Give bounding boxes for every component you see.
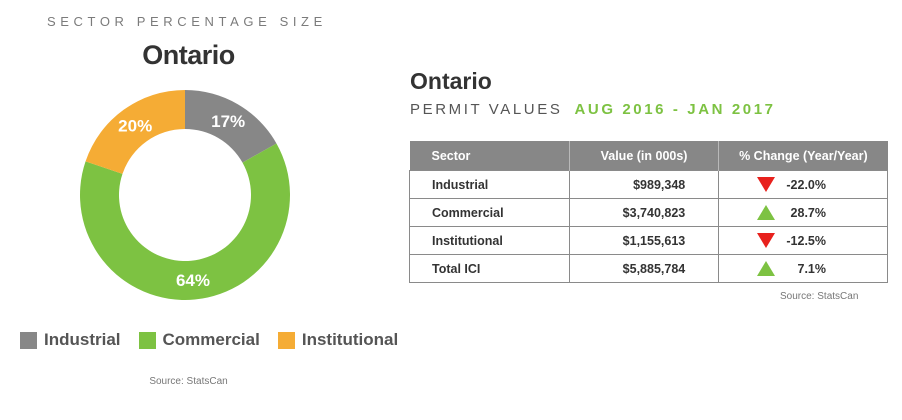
date-range: AUG 2016 - JAN 2017 (574, 101, 776, 118)
chart-heading: SECTOR PERCENTAGE SIZE (47, 14, 327, 29)
table-header-row: Sector Value (in 000s) % Change (Year/Ye… (409, 141, 888, 171)
slice-label-institutional: 20% (118, 117, 152, 136)
table-subtitle-text: PERMIT VALUES (410, 101, 563, 118)
legend-item-industrial: Industrial (20, 330, 121, 350)
cell-value: $5,885,784 (568, 254, 720, 283)
cell-change: 7.1% (718, 254, 888, 283)
header-sector: Sector (409, 141, 570, 171)
cell-sector: Total ICI (409, 254, 570, 283)
legend-label: Commercial (162, 330, 260, 349)
table-row: Institutional $1,155,613 -12.5% (409, 226, 888, 255)
cell-sector: Industrial (409, 170, 570, 199)
cell-value: $3,740,823 (568, 198, 720, 227)
table-title: Ontario (410, 68, 492, 94)
change-value: 28.7% (790, 205, 826, 220)
cell-change: -12.5% (718, 226, 888, 255)
change-value: 7.1% (797, 261, 827, 276)
table-source: Source: StatsCan (780, 291, 859, 302)
permit-values-table: Sector Value (in 000s) % Change (Year/Ye… (409, 141, 888, 283)
slice-label-commercial: 64% (176, 271, 210, 290)
donut-slice-industrial (185, 90, 277, 163)
change-value: -22.0% (786, 177, 826, 192)
legend-label: Institutional (301, 330, 399, 349)
header-change: % Change (Year/Year) (718, 141, 888, 171)
cell-sector: Institutional (409, 226, 570, 255)
header-value: Value (in 000s) (568, 141, 719, 171)
table-row: Total ICI $5,885,784 7.1% (409, 254, 888, 283)
table-row: Industrial $989,348 -22.0% (409, 170, 888, 199)
legend-swatch (277, 331, 295, 349)
legend-swatch (20, 331, 37, 349)
chart-source: Source: StatsCan (149, 376, 228, 387)
cell-change: -22.0% (718, 170, 888, 199)
arrow-up-icon (757, 205, 776, 220)
donut-slice-institutional (85, 90, 185, 174)
donut-slice-commercial (80, 143, 290, 300)
change-value: -12.5% (786, 233, 826, 248)
legend-label: Industrial (44, 330, 121, 349)
cell-value: $1,155,613 (568, 226, 720, 255)
arrow-up-icon (757, 261, 776, 276)
cell-change: 28.7% (718, 198, 888, 227)
chart-title: Ontario (142, 40, 235, 70)
legend-item-commercial: Commercial (138, 330, 260, 350)
arrow-down-icon (757, 177, 776, 192)
table-subtitle: PERMIT VALUES AUG 2016 - JAN 2017 (410, 101, 776, 118)
cell-value: $989,348 (568, 170, 720, 199)
legend-swatch (138, 331, 156, 349)
cell-sector: Commercial (409, 198, 570, 227)
arrow-down-icon (757, 233, 776, 248)
legend-item-institutional: Institutional (277, 330, 399, 350)
table-row: Commercial $3,740,823 28.7% (409, 198, 888, 227)
slice-label-industrial: 17% (211, 112, 245, 131)
donut-chart: 17% 64% 20% (80, 90, 290, 300)
chart-legend: Industrial Commercial Institutional (20, 330, 416, 350)
